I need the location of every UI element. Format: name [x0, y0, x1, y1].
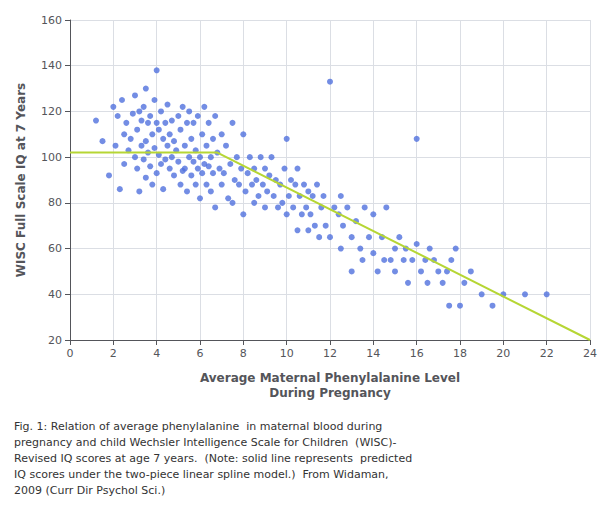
svg-text:6: 6: [197, 347, 204, 360]
svg-text:10: 10: [280, 347, 294, 360]
svg-text:14: 14: [366, 347, 380, 360]
svg-text:140: 140: [41, 59, 62, 72]
svg-text:20: 20: [48, 334, 62, 347]
svg-text:160: 160: [41, 14, 62, 27]
svg-text:24: 24: [583, 347, 597, 360]
svg-text:4: 4: [153, 347, 160, 360]
svg-text:pregnancy and child Wechsler I: pregnancy and child Wechsler Intelligenc…: [14, 436, 396, 449]
svg-text:WISC Full Scale IQ at 7 Years: WISC Full Scale IQ at 7 Years: [14, 83, 28, 277]
svg-text:Average Maternal Phenylalanine: Average Maternal Phenylalanine Level: [200, 371, 460, 385]
svg-text:80: 80: [48, 196, 62, 209]
svg-text:During Pregnancy: During Pregnancy: [269, 386, 391, 400]
svg-text:120: 120: [41, 105, 62, 118]
svg-text:2: 2: [110, 347, 117, 360]
svg-text:100: 100: [41, 151, 62, 164]
svg-text:0: 0: [67, 347, 74, 360]
svg-text:60: 60: [48, 242, 62, 255]
svg-text:22: 22: [540, 347, 554, 360]
svg-text:12: 12: [323, 347, 337, 360]
svg-text:18: 18: [453, 347, 467, 360]
svg-text:Fig. 1: Relation of average ph: Fig. 1: Relation of average phenylalanin…: [14, 420, 382, 433]
svg-text:IQ scores under the two-piece: IQ scores under the two-piece linear spl…: [14, 468, 389, 481]
svg-text:Revised IQ scores at age 7 yea: Revised IQ scores at age 7 years. (Note:…: [14, 452, 412, 465]
svg-text:40: 40: [48, 288, 62, 301]
svg-text:2009 (Curr Dir Psychol Sci.): 2009 (Curr Dir Psychol Sci.): [14, 484, 165, 497]
svg-text:8: 8: [240, 347, 247, 360]
svg-text:20: 20: [496, 347, 510, 360]
svg-text:16: 16: [410, 347, 424, 360]
